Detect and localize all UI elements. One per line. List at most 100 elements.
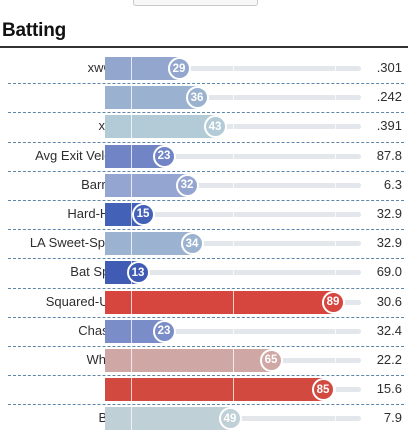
percentile-row: Avg Exit Velocity 23 87.8	[0, 141, 408, 171]
row-separator	[8, 83, 404, 85]
metric-value: .391	[376, 118, 402, 134]
metric-value: 32.9	[376, 205, 402, 221]
percentile-tick	[233, 173, 234, 197]
row-separator	[8, 199, 404, 201]
percentile-tick	[233, 232, 234, 256]
percentile-bar: 32	[105, 173, 361, 197]
percentile-fill	[105, 319, 164, 343]
percentile-circle: 23	[152, 319, 176, 343]
percentile-tick	[131, 290, 132, 314]
percentile-tick	[233, 86, 234, 110]
percentile-bar: 65	[105, 348, 361, 372]
percentile-fill	[105, 290, 333, 314]
percentile-circle: 32	[175, 173, 199, 197]
percentile-tick	[131, 115, 132, 139]
percentile-tick	[335, 86, 336, 110]
percentile-tick	[131, 173, 132, 197]
percentile-circle: 36	[185, 86, 209, 110]
percentile-tick	[131, 57, 132, 80]
percentile-tick	[131, 144, 132, 168]
percentile-circle: 13	[126, 261, 150, 285]
percentile-tick	[131, 86, 132, 110]
percentile-tick	[131, 319, 132, 343]
percentile-circle: 49	[218, 407, 242, 431]
top-tab-handle[interactable]	[133, 0, 258, 6]
percentile-tick	[233, 319, 234, 343]
metric-value: 69.0	[376, 264, 402, 280]
metric-value: 7.9	[383, 410, 402, 426]
percentile-bar: 29	[105, 57, 361, 80]
row-separator	[8, 229, 404, 231]
percentile-tick	[233, 57, 234, 80]
metric-value: 32.4	[376, 322, 402, 338]
percentile-row: Squared-Up % 89 30.6	[0, 287, 408, 317]
row-separator	[8, 287, 404, 289]
percentile-tick	[335, 144, 336, 168]
metric-value: .242	[376, 89, 402, 105]
row-separator	[8, 141, 404, 143]
percentile-circle: 23	[152, 144, 176, 168]
percentile-row: xSLG43.391	[0, 112, 408, 141]
percentile-bar: 23	[105, 144, 361, 168]
percentile-circle: 65	[259, 348, 283, 372]
percentile-bar: 23	[105, 319, 361, 343]
percentile-tick	[335, 378, 336, 402]
percentile-tick	[335, 115, 336, 139]
percentile-row: Bat Speed 13 69.0	[0, 258, 408, 287]
section-title-rule	[0, 46, 408, 48]
percentile-bar: 13	[105, 261, 361, 285]
percentile-tick	[335, 232, 336, 256]
row-separator	[8, 345, 404, 347]
percentile-fill	[105, 232, 192, 256]
percentile-fill	[105, 86, 197, 110]
percentile-fill	[105, 173, 187, 197]
percentile-tick	[233, 144, 234, 168]
percentile-tick	[233, 115, 234, 139]
metric-value: 87.8	[376, 147, 402, 163]
row-separator	[8, 170, 404, 172]
metric-value: 15.6	[376, 381, 402, 397]
percentile-bar: 36	[105, 86, 361, 110]
percentile-row: xBA36.242	[0, 83, 408, 112]
percentile-tick	[335, 57, 336, 80]
row-separator	[8, 258, 404, 260]
percentile-row: xwOBA29.301	[0, 54, 408, 83]
percentile-tick	[335, 173, 336, 197]
percentile-fill	[105, 57, 179, 80]
percentile-bar: 85	[105, 378, 361, 402]
metric-value: 32.9	[376, 235, 402, 251]
row-separator	[8, 112, 404, 114]
percentile-circle: 34	[180, 232, 204, 256]
percentile-tick	[131, 348, 132, 372]
percentile-tick	[233, 378, 234, 402]
percentile-circle: 29	[167, 57, 191, 80]
percentile-circle: 15	[131, 202, 155, 226]
metric-value: 30.6	[376, 293, 402, 309]
metric-value: 6.3	[383, 176, 402, 192]
percentile-tick	[131, 378, 132, 402]
percentile-tick	[131, 407, 132, 431]
percentile-tick	[335, 261, 336, 285]
percentile-fill	[105, 144, 164, 168]
percentile-fill	[105, 378, 323, 402]
percentile-row: Barrel %326.3	[0, 170, 408, 200]
percentile-bar: 15	[105, 202, 361, 226]
row-separator	[8, 404, 404, 406]
percentile-row: LA Sweet-Spot % 34 32.9	[0, 229, 408, 258]
percentile-tick	[233, 202, 234, 226]
percentile-tick	[335, 348, 336, 372]
percentile-tick	[233, 348, 234, 372]
percentile-tick	[131, 232, 132, 256]
percentile-row: Hard-Hit % 15 32.9	[0, 199, 408, 229]
metric-value: 22.2	[376, 351, 402, 367]
percentile-tick	[233, 261, 234, 285]
percentile-tick	[335, 202, 336, 226]
percentile-circle: 43	[203, 115, 227, 139]
row-separator	[8, 316, 404, 318]
row-separator	[8, 375, 404, 377]
percentile-bar: 89	[105, 290, 361, 314]
metric-value: .301	[376, 60, 402, 75]
